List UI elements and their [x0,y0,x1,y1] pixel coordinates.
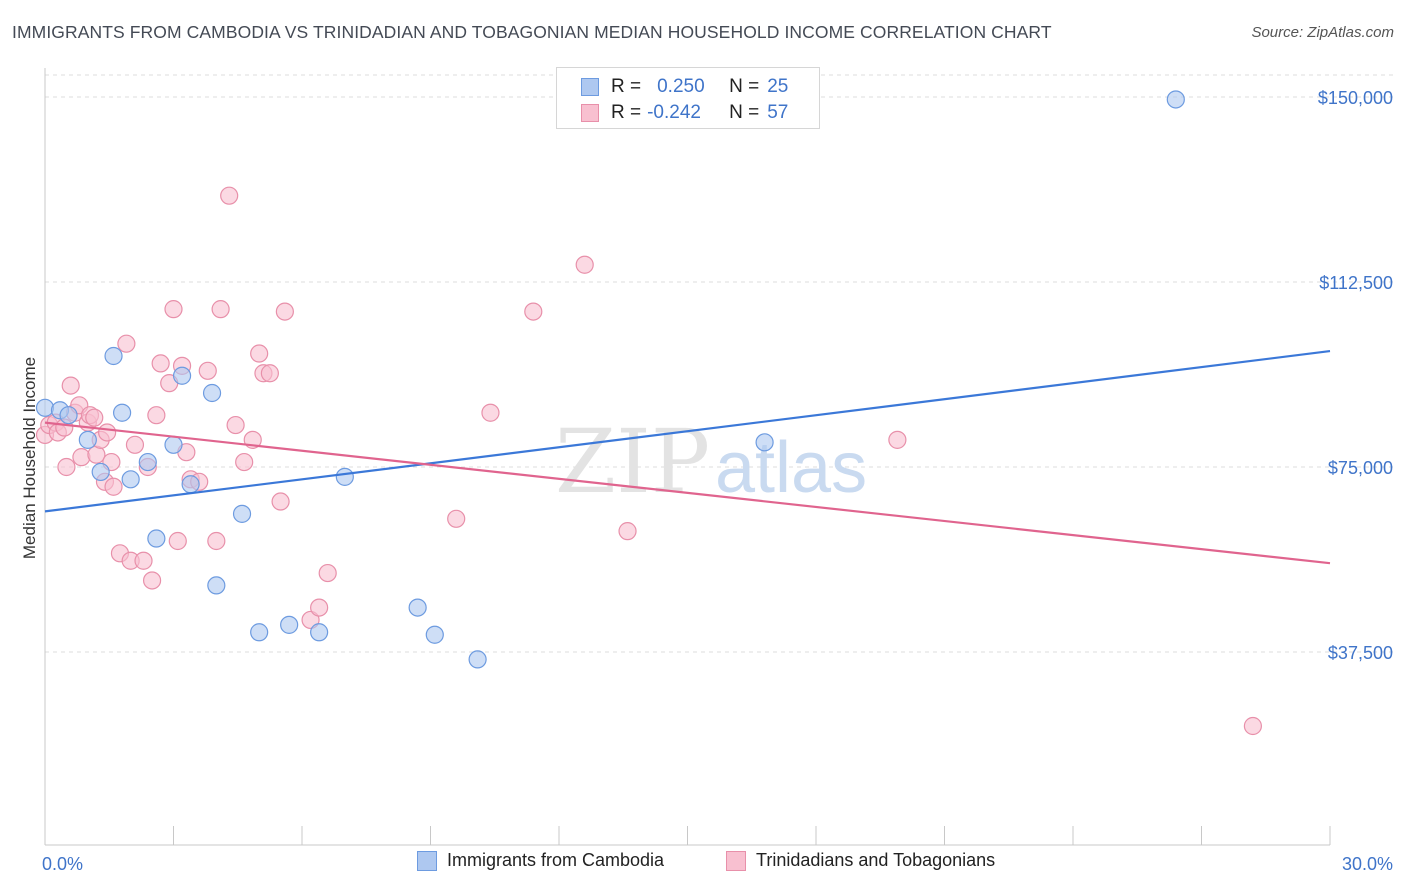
bottom-legend-cambodia: Immigrants from Cambodia [417,850,664,871]
point-trinidad [318,563,337,583]
legend-n-value: 25 [767,76,789,97]
point-cambodia [35,398,55,417]
legend-r-value: 0.250 [657,76,705,97]
trend-line-cambodia [44,349,1331,513]
bottom-legend-label: Immigrants from Cambodia [447,850,665,870]
trend-line-trinidad [44,421,1331,565]
y-axis-title: Median Household Income [20,357,39,559]
point-trinidad [618,522,637,541]
grid-lines [45,74,1395,653]
point-cambodia [280,615,299,634]
watermark-zip: ZIP [555,410,710,513]
legend-n-label: N = [729,102,760,123]
point-trinidad [98,423,117,442]
point-trinidad [271,492,290,511]
legend-swatch-pink [581,104,599,122]
point-cambodia [1166,90,1185,109]
point-trinidad [220,186,239,205]
legend-r-value: -0.242 [647,102,701,123]
bottom-legend-swatch-pink [726,850,746,871]
watermark-atlas: atlas [715,428,867,508]
x-tick-label: 0.0% [42,854,83,874]
x-tick-label: 30.0% [1342,854,1393,874]
point-cambodia [335,467,354,486]
point-cambodia [425,625,444,644]
point-cambodia [112,403,132,422]
point-trinidad [151,354,170,373]
point-trinidad [301,610,320,630]
bottom-legend-swatch-blue [417,850,437,871]
point-cambodia [172,366,192,385]
legend-box: R = 0.250 N = 25 R = -0.242 N = 57 [556,67,820,129]
data-points [35,90,1263,736]
point-cambodia [121,470,140,489]
point-trinidad [134,551,153,570]
point-cambodia [78,430,97,449]
point-trinidad [275,302,294,321]
trend-lines [44,349,1331,565]
point-trinidad [524,302,543,321]
legend-row-cambodia: R = 0.250 N = 25 [581,74,789,100]
point-cambodia [755,433,774,452]
point-cambodia [202,383,222,403]
point-trinidad [250,344,269,363]
point-cambodia [59,406,78,425]
point-trinidad [198,361,217,380]
point-trinidad [207,531,226,551]
point-cambodia [310,623,329,642]
y-tick-label: $37,500 [1328,643,1393,663]
point-trinidad [168,531,187,551]
y-tick-label: $75,000 [1328,458,1393,478]
point-trinidad [235,452,254,472]
bottom-legend-trinidad: Trinidadians and Tobagonians [726,850,995,871]
point-trinidad [147,406,166,425]
legend-swatch-blue [581,78,599,96]
point-trinidad [260,364,279,383]
legend-n-value: 57 [767,102,789,123]
point-trinidad [481,403,500,422]
point-trinidad [61,376,80,395]
legend-r-label: R = [611,76,642,97]
point-trinidad [85,408,104,427]
point-cambodia [207,576,226,595]
point-cambodia [468,650,487,669]
legend-n-label: N = [729,76,760,97]
point-cambodia [138,452,157,472]
point-cambodia [232,504,252,523]
point-cambodia [181,475,200,494]
source-label: Source: ZipAtlas.com [1251,24,1394,41]
point-cambodia [250,623,269,642]
point-cambodia [104,346,123,366]
y-tick-label: $112,500 [1319,273,1393,293]
point-cambodia [164,435,183,454]
point-trinidad [447,509,466,528]
y-tick-label: $150,000 [1318,88,1393,108]
point-trinidad [57,457,76,477]
point-cambodia [408,598,427,617]
point-trinidad [142,571,162,590]
point-trinidad [104,477,123,496]
point-trinidad [72,448,91,467]
point-trinidad [575,255,594,274]
point-trinidad [226,415,245,435]
point-cambodia [147,529,166,548]
point-trinidad [888,430,907,449]
chart-title: IMMIGRANTS FROM CAMBODIA VS TRINIDADIAN … [12,22,1052,42]
legend-row-trinidad: R = -0.242 N = 57 [581,100,789,126]
point-trinidad [125,435,145,454]
watermark: ZIP atlas [555,410,867,513]
point-trinidad [117,334,136,353]
point-trinidad [164,300,183,319]
point-trinidad [310,598,329,617]
legend-r-label: R = [611,102,642,123]
axis-labels: $37,500 $75,000 $112,500 $150,000 0.0% 30.0% M… [20,88,1393,874]
point-trinidad [1243,716,1263,736]
point-trinidad [211,300,230,319]
bottom-legend-label: Trinidadians and Tobagonians [756,850,996,870]
axes [44,68,1331,846]
point-cambodia [91,462,110,482]
